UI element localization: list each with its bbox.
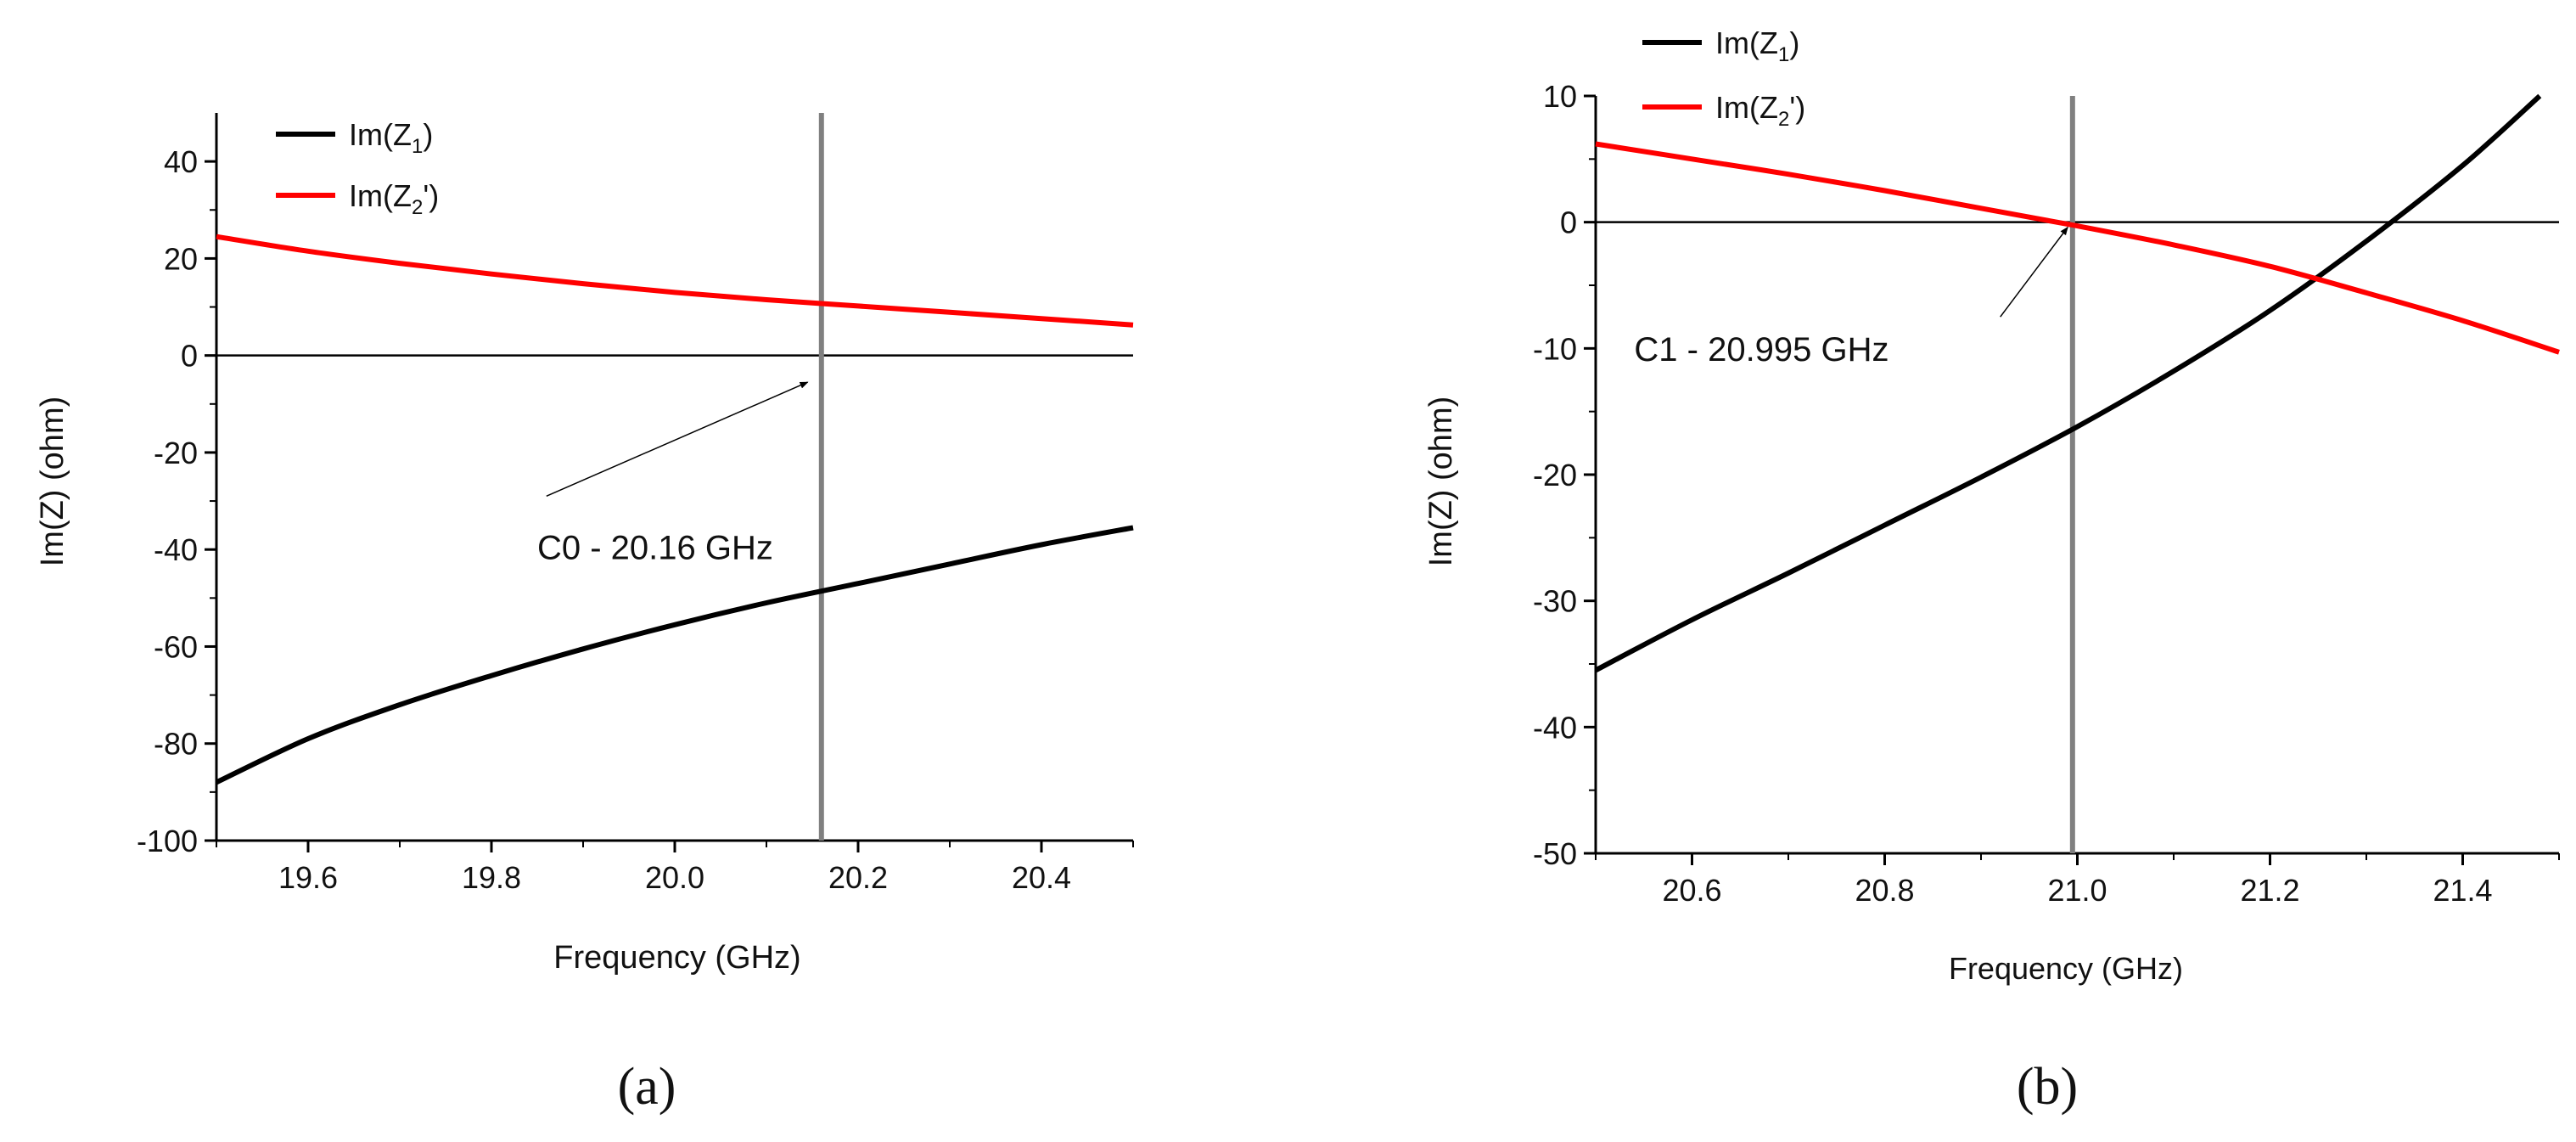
x-tick-label: 20.8 bbox=[1855, 873, 1914, 908]
y-tick-label: -40 bbox=[1533, 710, 1577, 745]
axes-a: -100 -80 -60 -40 -20 0 20 40 19.6 19.8 20.0 20.2 20.… bbox=[137, 113, 1134, 895]
y-tick-label: 10 bbox=[1543, 79, 1577, 114]
panel-b: -50 -40 -30 -20 -10 0 10 20.6 20.8 21.0 21.2 21.4 I… bbox=[1423, 25, 2560, 1116]
x-axis-label: Frequency (GHz) bbox=[553, 940, 800, 976]
annotation-arrow bbox=[2000, 226, 2068, 318]
x-tick-label: 21.2 bbox=[2240, 873, 2299, 908]
y-tick-label: -40 bbox=[154, 532, 198, 567]
annotation-label: C0 - 20.16 GHz bbox=[537, 530, 773, 567]
y-tick-label: -50 bbox=[1533, 836, 1577, 871]
y-tick-label: -80 bbox=[154, 727, 198, 762]
series-line-2 bbox=[216, 233, 1134, 328]
legend-label: Im(Z1) bbox=[1715, 25, 1799, 66]
series-line-1 bbox=[1594, 93, 2542, 673]
x-tick-label: 21.0 bbox=[2047, 873, 2107, 908]
x-tick-label: 20.4 bbox=[1012, 860, 1071, 895]
x-axis-label: Frequency (GHz) bbox=[1949, 951, 2183, 986]
annotation-arrow bbox=[546, 381, 809, 498]
y-tick-label: -30 bbox=[1533, 584, 1577, 619]
x-tick-label: 20.6 bbox=[1662, 873, 1721, 908]
annotation-label: C1 - 20.995 GHz bbox=[1634, 331, 1889, 368]
x-tick-label: 20.0 bbox=[645, 860, 704, 895]
y-tick-label: -10 bbox=[1533, 331, 1577, 366]
y-axis-label: Im(Z) (ohm) bbox=[1423, 397, 1459, 567]
axes-b: -50 -40 -30 -20 -10 0 10 20.6 20.8 21.0 21.2 21.4 bbox=[1533, 79, 2560, 908]
y-tick-label: -20 bbox=[1533, 458, 1577, 492]
panel-caption-a: (a) bbox=[618, 1058, 676, 1116]
y-axis-label: Im(Z) (ohm) bbox=[35, 397, 70, 567]
y-tick-label: -20 bbox=[154, 436, 198, 470]
panel-caption-b: (b) bbox=[2017, 1058, 2078, 1116]
y-tick-label: 40 bbox=[164, 144, 198, 179]
x-tick-label: 21.4 bbox=[2433, 873, 2492, 908]
series-line-2 bbox=[1595, 141, 2560, 355]
panel-a: -100 -80 -60 -40 -20 0 20 40 19.6 19.8 20.0 20.2 20.… bbox=[35, 113, 1134, 1116]
y-tick-label: 0 bbox=[181, 339, 198, 374]
y-tick-label: -100 bbox=[137, 824, 198, 858]
legend-label: Im(Z1) bbox=[349, 117, 433, 158]
y-tick-label: 0 bbox=[1560, 205, 1577, 240]
x-tick-label: 19.6 bbox=[278, 860, 338, 895]
legend-label: Im(Z2') bbox=[1715, 90, 1805, 131]
x-tick-label: 19.8 bbox=[462, 860, 521, 895]
series-line-1 bbox=[215, 525, 1134, 785]
y-tick-label: -60 bbox=[154, 629, 198, 664]
x-tick-label: 20.2 bbox=[828, 860, 888, 895]
legend-label: Im(Z2') bbox=[349, 178, 439, 219]
y-tick-label: 20 bbox=[164, 241, 198, 276]
